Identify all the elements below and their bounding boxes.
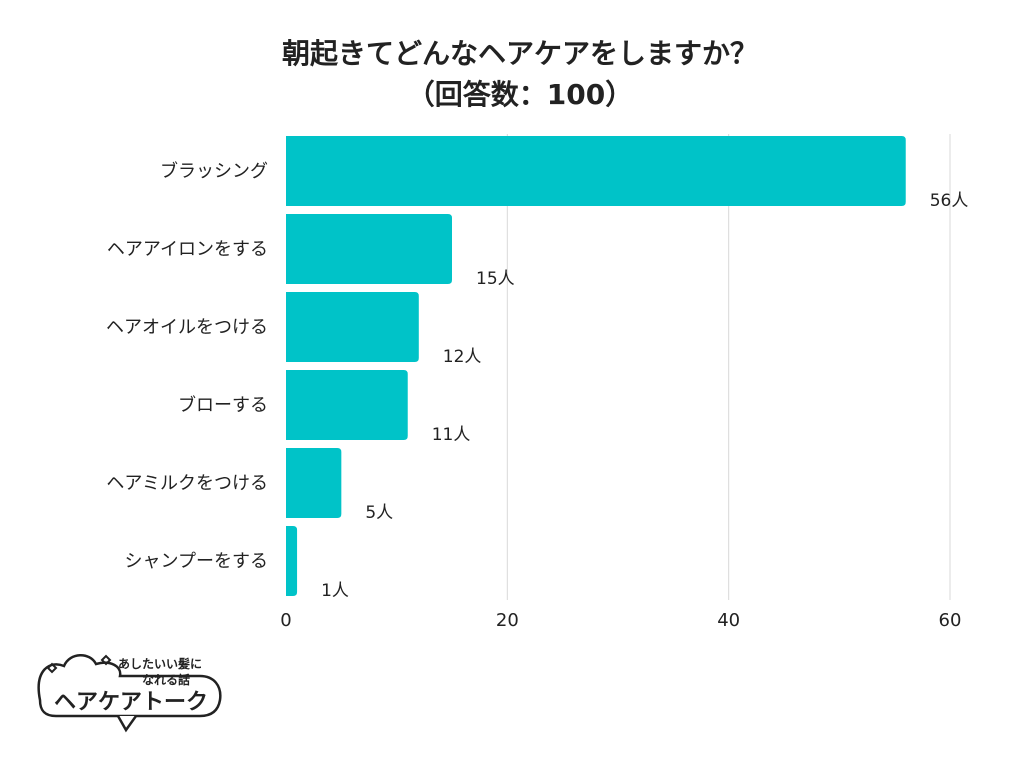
- category-labels: ブラッシングヘアアイロンをするヘアオイルをつけるブローするヘアミルクをつけるシャ…: [106, 160, 268, 572]
- value-label: 15人: [476, 269, 515, 289]
- brand-logo: あしたいい髪に なれる話 ヘアケアトーク: [37, 654, 222, 733]
- value-label: 56人: [930, 191, 969, 211]
- bubble-tail-icon: [116, 715, 138, 733]
- sparkle-icon: [46, 662, 58, 674]
- value-labels: 56人 15人 12人 11人 5人 1人: [321, 191, 968, 601]
- bar: [286, 370, 408, 440]
- sparkle-icon: [100, 654, 112, 666]
- bar: [286, 136, 906, 206]
- x-tick-label: 0: [280, 610, 291, 631]
- bar: [286, 214, 452, 284]
- value-label: 12人: [443, 347, 482, 367]
- x-tick-label: 20: [496, 610, 519, 631]
- logo-name: ヘアケアトーク: [54, 690, 208, 715]
- bar: [286, 526, 298, 596]
- logo-tagline-2: なれる話: [142, 672, 190, 687]
- chart-subtitle: （回答数：100）: [407, 78, 633, 111]
- bars: [286, 136, 906, 596]
- value-label: 11人: [432, 425, 471, 445]
- chart-title: 朝起きてどんなヘアケアをしますか？: [282, 37, 758, 70]
- value-label: 1人: [321, 581, 349, 601]
- category-label: ヘアアイロンをする: [107, 239, 268, 260]
- category-label: ヘアオイルをつける: [106, 317, 268, 338]
- category-label: ブローする: [178, 394, 268, 416]
- grid-lines: [506, 134, 951, 600]
- category-label: ヘアミルクをつける: [106, 473, 268, 494]
- x-tick-label: 40: [717, 610, 740, 631]
- x-tick-label: 60: [939, 610, 962, 631]
- x-axis-ticks: 0 20 40 60: [280, 610, 961, 631]
- bar: [286, 448, 342, 518]
- category-label: ブラッシング: [160, 160, 268, 182]
- category-label: シャンプーをする: [125, 551, 268, 572]
- value-label: 5人: [365, 503, 393, 523]
- logo-tagline-1: あしたいい髪に: [118, 656, 202, 671]
- bar: [286, 292, 419, 362]
